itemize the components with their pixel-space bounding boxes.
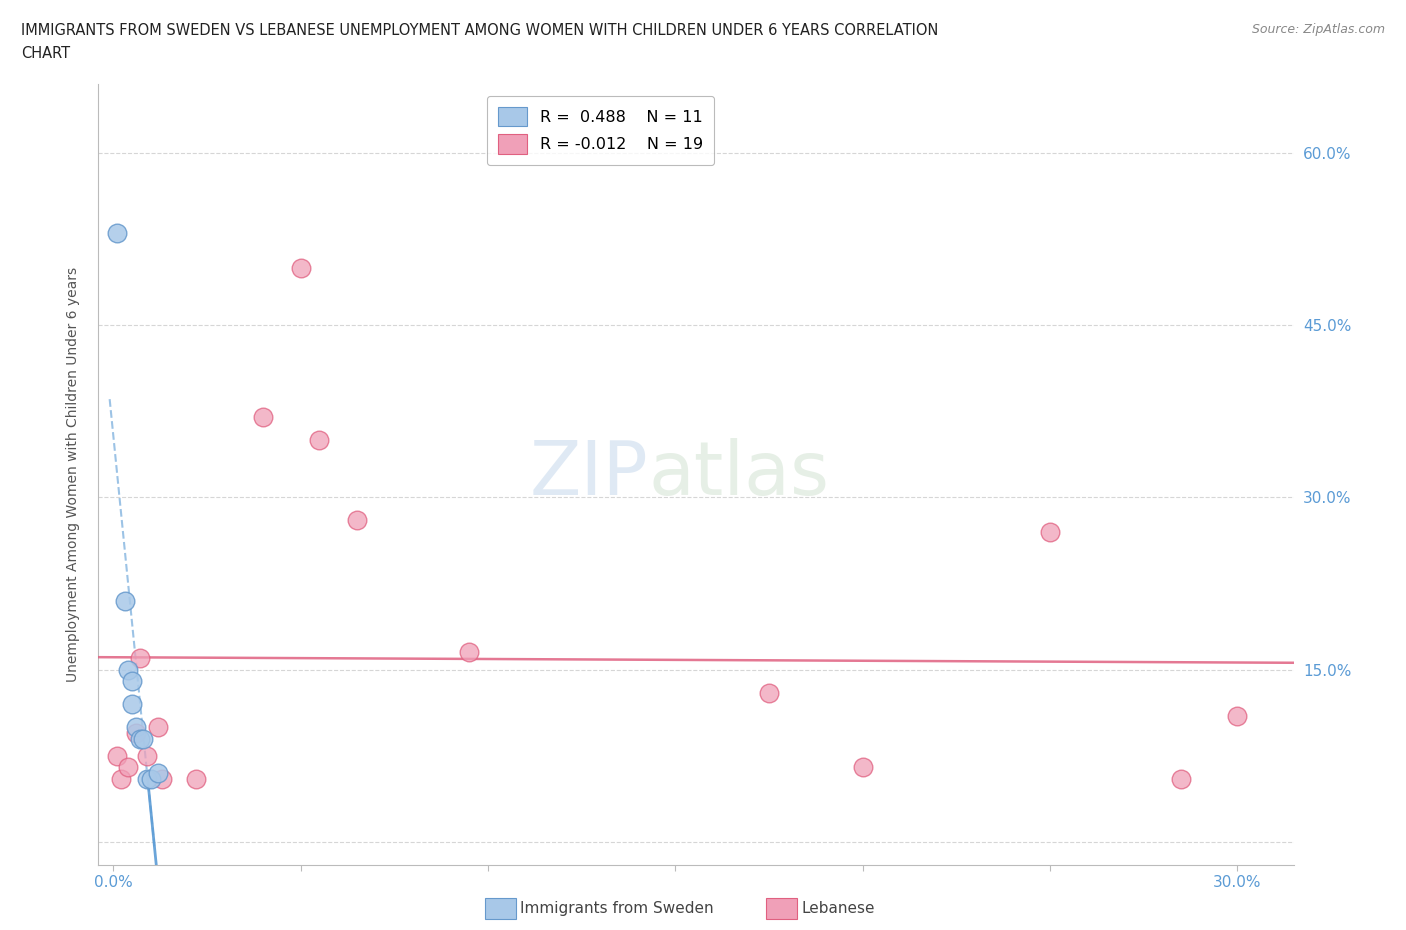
Point — [132, 731, 155, 746]
Point — [117, 760, 139, 775]
Text: atlas: atlas — [648, 438, 830, 511]
Legend: R =  0.488    N = 11, R = -0.012    N = 19: R = 0.488 N = 11, R = -0.012 N = 19 — [486, 96, 714, 165]
Text: ZIP: ZIP — [530, 438, 648, 511]
Point — [852, 760, 875, 775]
Point — [121, 697, 143, 711]
Point — [758, 685, 780, 700]
Text: Source: ZipAtlas.com: Source: ZipAtlas.com — [1251, 23, 1385, 36]
Point — [139, 771, 162, 786]
Point — [117, 662, 139, 677]
Point — [148, 765, 170, 780]
Point — [110, 771, 132, 786]
Point — [1226, 708, 1249, 723]
Point — [458, 644, 481, 659]
Point — [105, 749, 128, 764]
Point — [105, 226, 128, 241]
Point — [128, 731, 150, 746]
Text: CHART: CHART — [21, 46, 70, 61]
Point — [184, 771, 207, 786]
Text: Immigrants from Sweden: Immigrants from Sweden — [520, 901, 714, 916]
Point — [114, 593, 136, 608]
Point — [125, 720, 148, 735]
Point — [136, 749, 159, 764]
Point — [128, 651, 150, 666]
Point — [150, 771, 173, 786]
Point — [252, 409, 274, 424]
Point — [121, 673, 143, 688]
Point — [346, 512, 368, 527]
Point — [1170, 771, 1192, 786]
Point — [290, 260, 312, 275]
Point — [125, 725, 148, 740]
Point — [148, 720, 170, 735]
Point — [308, 432, 330, 447]
Point — [1039, 525, 1062, 539]
Point — [136, 771, 159, 786]
Text: Lebanese: Lebanese — [801, 901, 875, 916]
Text: IMMIGRANTS FROM SWEDEN VS LEBANESE UNEMPLOYMENT AMONG WOMEN WITH CHILDREN UNDER : IMMIGRANTS FROM SWEDEN VS LEBANESE UNEMP… — [21, 23, 938, 38]
Y-axis label: Unemployment Among Women with Children Under 6 years: Unemployment Among Women with Children U… — [66, 267, 80, 682]
